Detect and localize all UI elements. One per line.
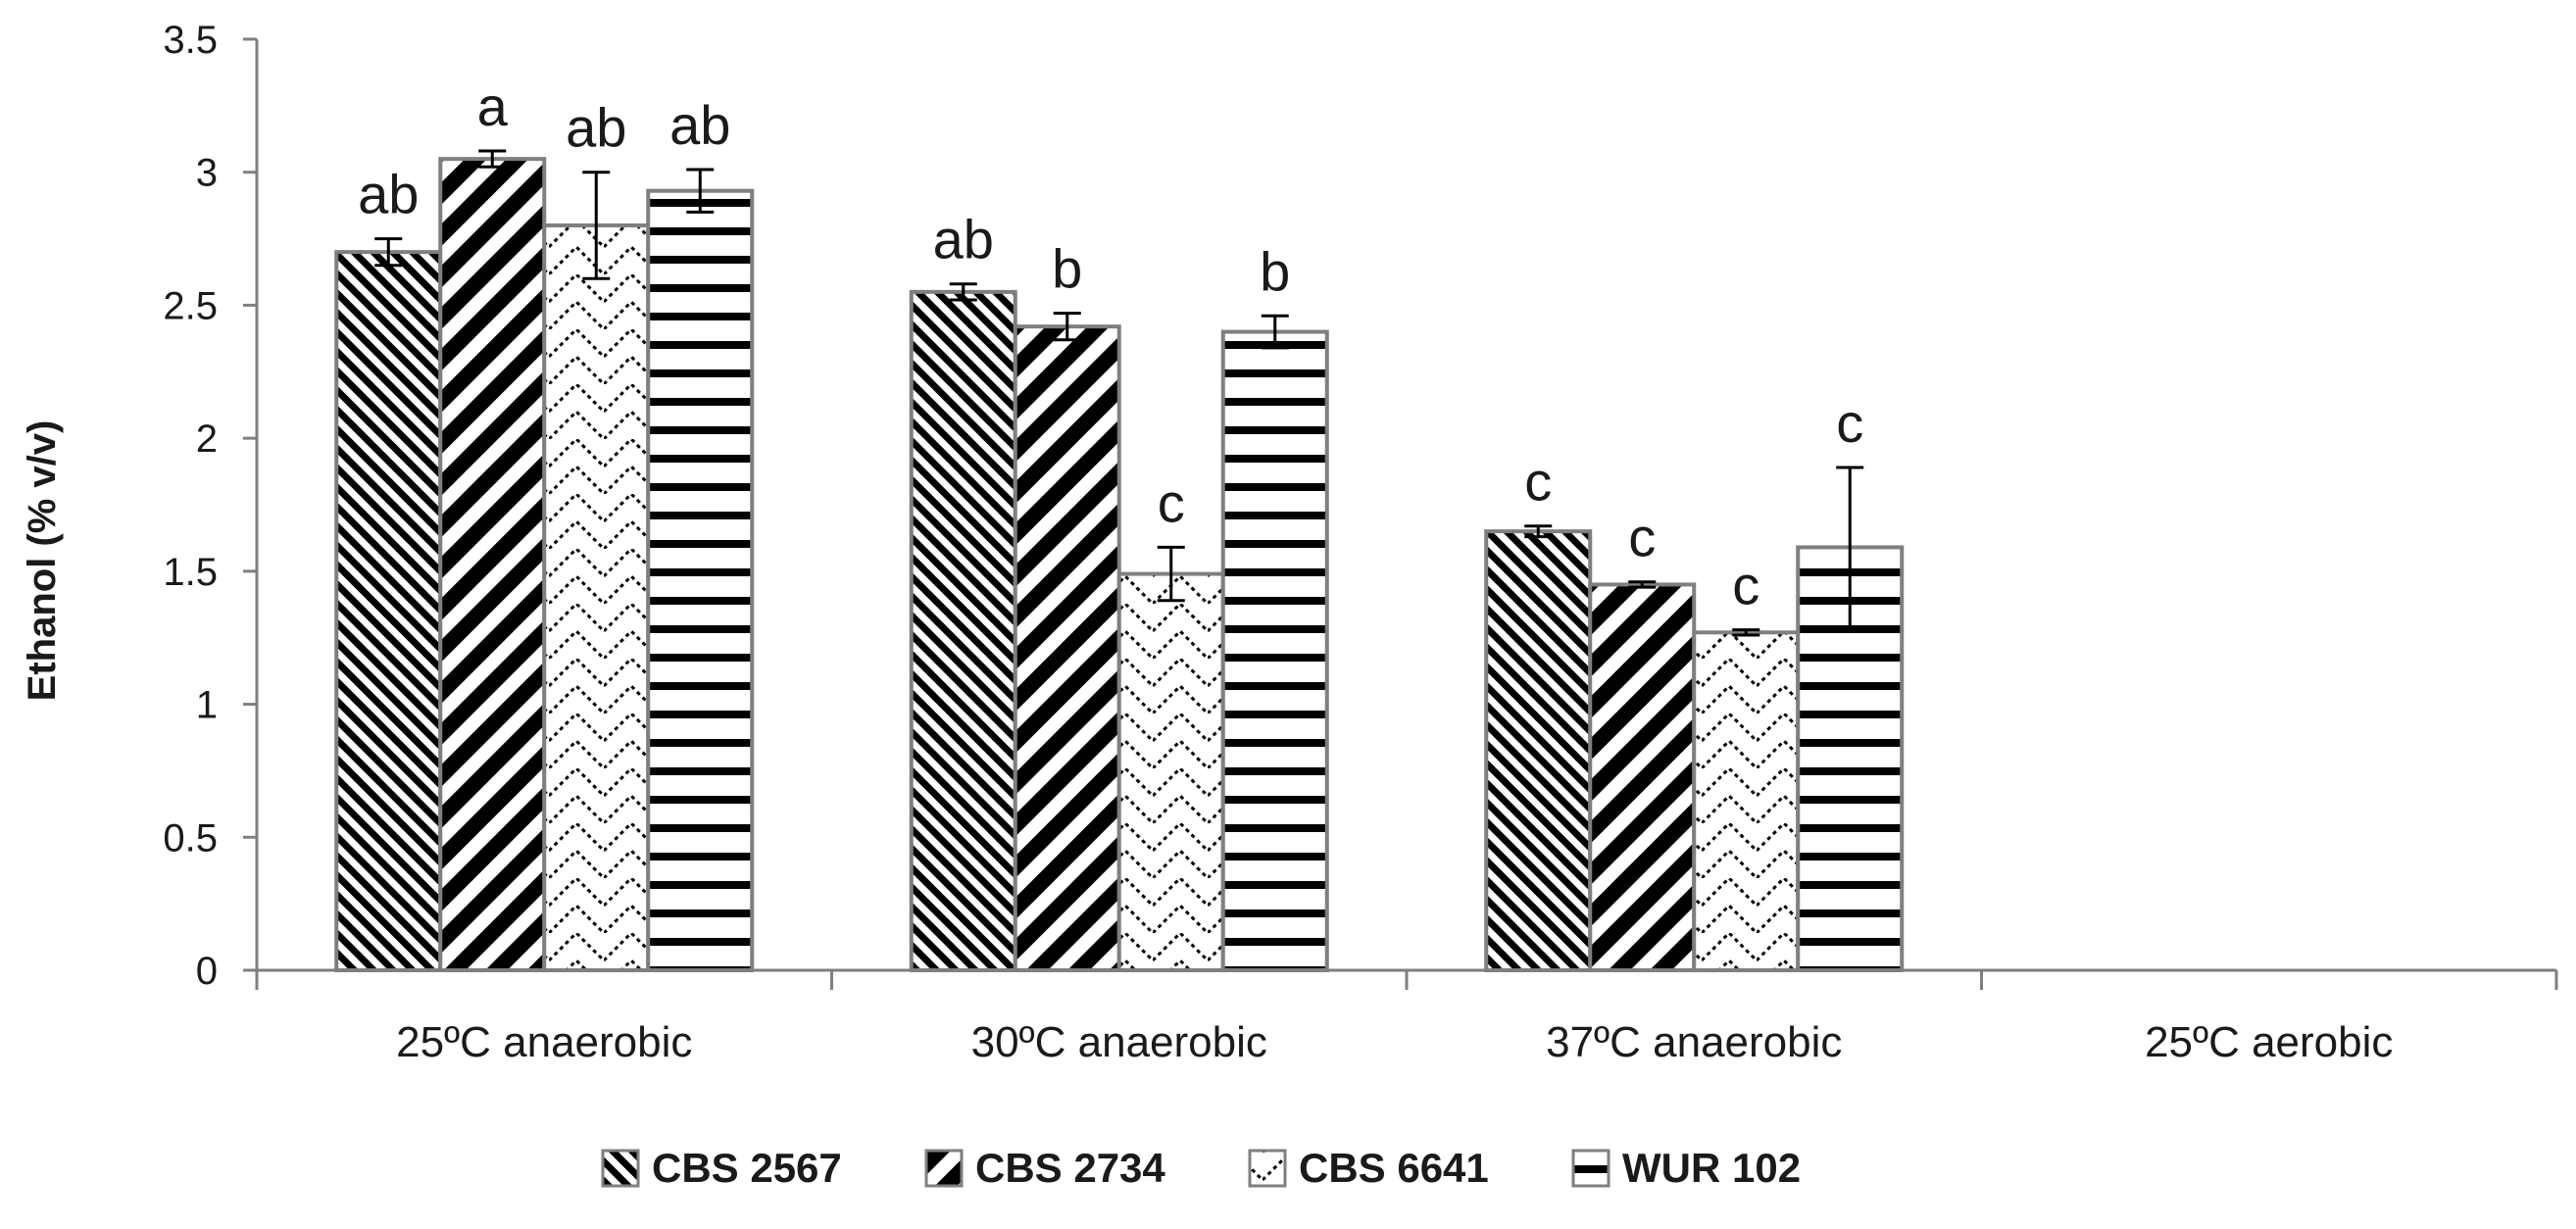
error-bar <box>686 168 715 214</box>
error-bar <box>478 149 507 169</box>
legend-item: CBS 2734 <box>924 1145 1165 1191</box>
error-bar <box>1524 524 1553 539</box>
bar-cbs-2734 <box>438 157 547 972</box>
legend-label: CBS 2734 <box>975 1145 1165 1191</box>
y-tick-label: 1 <box>196 684 218 727</box>
significance-label: ab <box>933 209 994 270</box>
bar-cbs-2734 <box>1013 324 1121 972</box>
significance-label: c <box>1732 555 1759 616</box>
legend-swatch <box>601 1149 640 1188</box>
bar-wur-102 <box>646 188 755 972</box>
error-bar <box>1053 312 1081 342</box>
error-bar <box>1628 580 1657 589</box>
error-bar <box>1836 466 1864 629</box>
bar-cbs-2567 <box>909 289 1017 973</box>
y-ticks: 0 0.5 1 1.5 2 2.5 3 3.5 <box>163 19 257 993</box>
legend-swatch <box>924 1149 964 1188</box>
y-tick-label: 3 <box>196 152 218 195</box>
legend-label: WUR 102 <box>1622 1145 1801 1191</box>
legend-swatch <box>1248 1149 1287 1188</box>
significance-label: c <box>1158 471 1185 533</box>
bar-cbs-6641 <box>1116 571 1225 972</box>
y-tick-label: 2 <box>196 418 218 461</box>
bar-wur-102 <box>1220 329 1329 973</box>
y-tick-label: 0 <box>196 950 218 993</box>
error-bar <box>1157 545 1185 603</box>
legend-item: CBS 6641 <box>1248 1145 1489 1191</box>
legend: CBS 2567 CBS 2734 CBS 6641 WUR 102 <box>601 1145 1801 1191</box>
significance-label: ab <box>358 164 419 225</box>
y-tick-label: 2.5 <box>163 284 218 327</box>
legend-item: WUR 102 <box>1571 1145 1801 1191</box>
significance-label: a <box>477 75 509 137</box>
y-tick-label: 1.5 <box>163 551 218 594</box>
bar-cbs-2567 <box>334 250 443 972</box>
bar-cbs-2567 <box>1484 529 1593 973</box>
category-label: 25ºC anaerobic <box>396 1018 692 1066</box>
significance-label: ab <box>566 97 626 159</box>
bars <box>334 157 1905 973</box>
significance-label: ab <box>669 94 730 156</box>
significance-label: c <box>1836 392 1863 454</box>
bar-cbs-2734 <box>1588 582 1697 973</box>
category-label: 30ºC anaerobic <box>971 1018 1267 1066</box>
y-axis-label: Ethanol (% v/v) <box>21 420 64 702</box>
bar-cbs-6641 <box>1692 630 1801 972</box>
significance-label: c <box>1628 507 1656 568</box>
legend-item: CBS 2567 <box>601 1145 842 1191</box>
legend-label: CBS 2567 <box>652 1145 842 1191</box>
error-bar <box>374 237 403 268</box>
error-bar <box>582 171 611 280</box>
error-bar <box>949 282 977 302</box>
category-labels: 25ºC anaerobic 30ºC anaerobic 37ºC anaerob… <box>396 1018 2393 1066</box>
significance-label: c <box>1524 451 1552 513</box>
legend-swatch <box>1571 1149 1610 1188</box>
legend-label: CBS 6641 <box>1299 1145 1489 1191</box>
bar-cbs-6641 <box>542 223 651 972</box>
significance-label: b <box>1260 240 1290 302</box>
error-bar <box>1732 628 1760 637</box>
error-bar <box>1261 314 1289 350</box>
y-tick-label: 0.5 <box>163 816 218 860</box>
x-ticks <box>255 970 2558 990</box>
error-bars <box>374 149 1864 637</box>
y-tick-label: 3.5 <box>163 19 218 62</box>
category-label: 25ºC aerobic <box>2145 1018 2393 1066</box>
category-label: 37ºC anaerobic <box>1546 1018 1842 1066</box>
significance-label: b <box>1052 238 1082 300</box>
